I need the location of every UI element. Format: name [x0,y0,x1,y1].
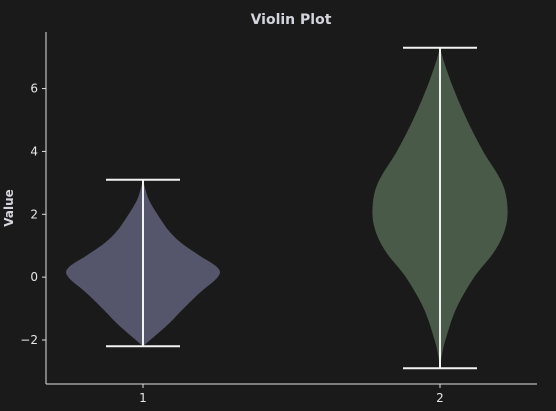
y-tick-label: 6 [30,82,38,96]
y-axis-ticks: −2 0 2 4 6 [20,82,46,347]
x-tick-label: 2 [436,391,444,405]
violin-group [66,46,508,370]
y-tick-label: 2 [30,207,38,221]
y-tick-label: −2 [20,333,38,347]
x-tick-label: 1 [139,391,147,405]
chart-title: Violin Plot [251,12,332,28]
y-tick-label: 4 [30,144,38,158]
y-tick-label: 0 [30,270,38,284]
y-axis-label: Value [2,189,16,227]
